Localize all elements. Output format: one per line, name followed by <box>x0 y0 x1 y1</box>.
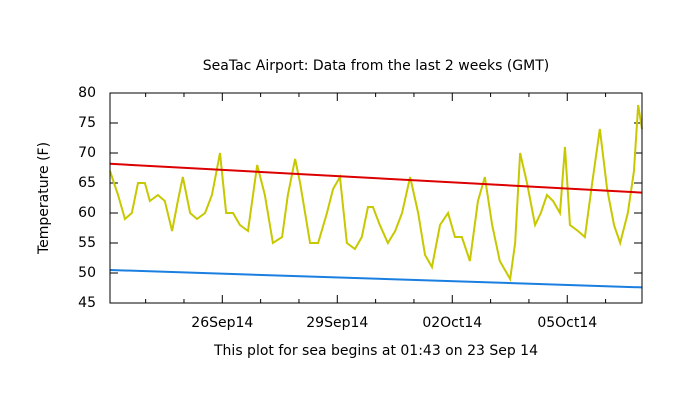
x-tick-label: 05Oct14 <box>537 315 597 331</box>
y-tick-label: 45 <box>78 295 96 311</box>
data-line <box>109 104 643 283</box>
y-tick-label: 75 <box>78 115 96 131</box>
y-tick-label: 50 <box>78 265 96 281</box>
plot-frame <box>109 92 643 304</box>
x-tick-label: 26Sep14 <box>191 315 253 331</box>
y-axis-label: Temperature (F) <box>36 142 52 255</box>
y-tick-label: 70 <box>78 145 96 161</box>
data-line <box>109 162 643 194</box>
x-axis-label: This plot for sea begins at 01:43 on 23 … <box>213 343 538 359</box>
chart-title: SeaTac Airport: Data from the last 2 wee… <box>203 58 549 74</box>
y-tick-label: 60 <box>78 205 96 221</box>
y-tick-label: 80 <box>78 85 96 101</box>
x-tick-label: 29Sep14 <box>306 315 368 331</box>
y-tick-label: 65 <box>78 175 96 191</box>
y-tick-label: 55 <box>78 235 96 251</box>
x-tick-label: 02Oct14 <box>422 315 482 331</box>
data-line <box>109 269 643 289</box>
